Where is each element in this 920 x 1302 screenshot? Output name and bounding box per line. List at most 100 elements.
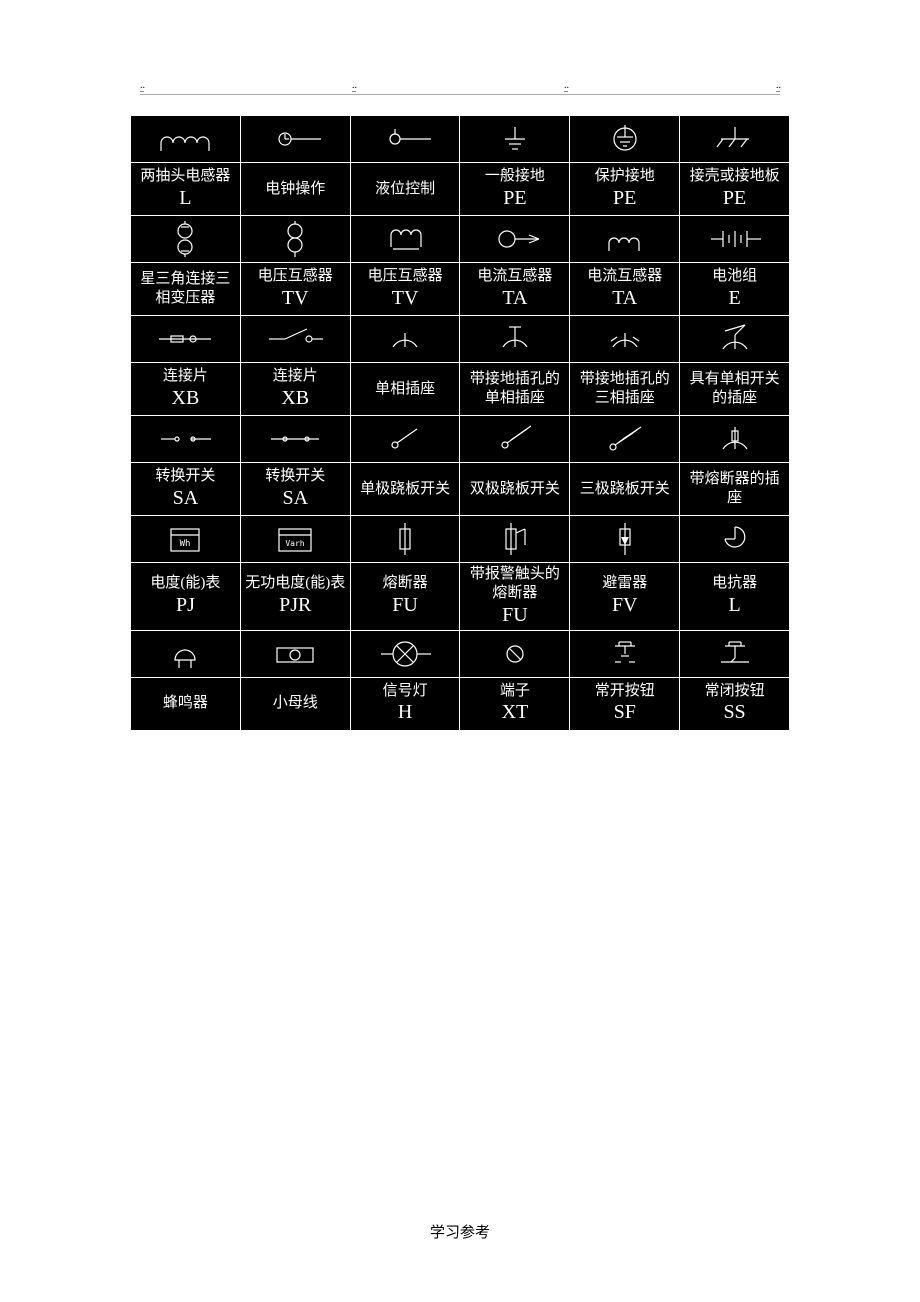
- label-text: 单相插座: [353, 380, 458, 399]
- label-cell: 电流互感器TA: [460, 263, 570, 316]
- label-cell: 无功电度(能)表PJR: [240, 563, 350, 631]
- label-text: 熔断器: [353, 574, 458, 593]
- label-cell: 保护接地PE: [570, 163, 680, 216]
- label-cell: 电抗器L: [680, 563, 790, 631]
- label-text: 连接片: [243, 367, 348, 386]
- header-rule: [140, 94, 780, 95]
- label-text: 转换开关: [133, 467, 238, 486]
- label-cell: 蜂鸣器: [131, 677, 241, 730]
- label-cell: 单极跷板开关: [350, 463, 460, 516]
- label-text: 转换开关: [243, 467, 348, 486]
- label-cell: 电流互感器TA: [570, 263, 680, 316]
- label-cell: 一般接地PE: [460, 163, 570, 216]
- label-text: 单极跷板开关: [353, 480, 458, 499]
- label-text: 常开按钮: [572, 682, 677, 701]
- label-cell: 连接片XB: [240, 363, 350, 416]
- label-cell: 端子XT: [460, 677, 570, 730]
- label-text: 电钟操作: [243, 180, 348, 199]
- footer-text: 学习参考: [0, 1221, 920, 1242]
- symbol-terminal: [460, 630, 570, 677]
- symbol-sa-close: [240, 416, 350, 463]
- label-cell: 两抽头电感器L: [131, 163, 241, 216]
- label-text: 星三角连接三相变压器: [133, 270, 238, 308]
- label-cell: 常开按钮SF: [570, 677, 680, 730]
- label-cell: 带报警触头的熔断器FU: [460, 563, 570, 631]
- label-cell: 三极跷板开关: [570, 463, 680, 516]
- label-code: TV: [243, 286, 348, 311]
- table-row: [131, 216, 790, 263]
- symbol-buzzer: [131, 630, 241, 677]
- symbol-lamp: [350, 630, 460, 677]
- label-cell: 熔断器FU: [350, 563, 460, 631]
- symbol-tumbler-3: [570, 416, 680, 463]
- label-text: 电流互感器: [462, 267, 567, 286]
- label-text: 三极跷板开关: [572, 480, 677, 499]
- symbol-vt2: [350, 216, 460, 263]
- label-text: 电度(能)表: [133, 574, 238, 593]
- label-code: E: [682, 286, 787, 311]
- label-text: 电抗器: [682, 574, 787, 593]
- label-text: 带熔断器的插座: [682, 470, 787, 508]
- label-text: 两抽头电感器: [133, 167, 238, 186]
- table-row: [131, 630, 790, 677]
- symbol-fuse-alarm: [460, 516, 570, 563]
- label-text: 蜂鸣器: [133, 694, 238, 713]
- label-code: XB: [133, 386, 238, 411]
- label-text: 双极跷板开关: [462, 480, 567, 499]
- label-code: XT: [462, 700, 567, 725]
- symbol-socket-1p-gnd: [460, 316, 570, 363]
- label-text: 一般接地: [462, 167, 567, 186]
- label-cell: 带熔断器的插座: [680, 463, 790, 516]
- label-text: 电流互感器: [572, 267, 677, 286]
- label-cell: 电压互感器TV: [350, 263, 460, 316]
- label-code: FU: [462, 603, 567, 628]
- symbol-tumbler-1: [350, 416, 460, 463]
- symbol-ground-pe: [460, 116, 570, 163]
- label-text: 电池组: [682, 267, 787, 286]
- symbol-socket-1p: [350, 316, 460, 363]
- symbol-reactor: [680, 516, 790, 563]
- symbol-table-wrap: 两抽头电感器L电钟操作液位控制一般接地PE保护接地PE接壳或接地板PE星三角连接…: [130, 115, 790, 731]
- label-code: XB: [243, 386, 348, 411]
- label-code: PE: [682, 186, 787, 211]
- label-cell: 转换开关SA: [131, 463, 241, 516]
- label-cell: 电钟操作: [240, 163, 350, 216]
- label-code: L: [133, 186, 238, 211]
- symbol-battery: [680, 216, 790, 263]
- label-text: 液位控制: [353, 180, 458, 199]
- symbol-star-delta: [131, 216, 241, 263]
- label-cell: 连接片XB: [131, 363, 241, 416]
- symbol-socket-3p-gnd: [570, 316, 680, 363]
- label-cell: 双极跷板开关: [460, 463, 570, 516]
- label-code: PJ: [133, 593, 238, 618]
- symbol-tumbler-2: [460, 416, 570, 463]
- label-text: 常闭按钮: [682, 682, 787, 701]
- label-code: SF: [572, 700, 677, 725]
- label-text: 信号灯: [353, 682, 458, 701]
- symbol-link-xb1: [131, 316, 241, 363]
- label-code: PE: [462, 186, 567, 211]
- table-row: [131, 416, 790, 463]
- label-code: PE: [572, 186, 677, 211]
- label-code: SS: [682, 700, 787, 725]
- label-cell: 具有单相开关的插座: [680, 363, 790, 416]
- label-text: 电压互感器: [243, 267, 348, 286]
- symbol-arrester: [570, 516, 680, 563]
- label-cell: 信号灯H: [350, 677, 460, 730]
- label-text: 带接地插孔的单相插座: [462, 370, 567, 408]
- label-cell: 单相插座: [350, 363, 460, 416]
- table-row: 星三角连接三相变压器电压互感器TV电压互感器TV电流互感器TA电流互感器TA电池…: [131, 263, 790, 316]
- symbol-level-ctrl: [350, 116, 460, 163]
- symbol-varh-meter: Varh: [240, 516, 350, 563]
- label-code: TA: [462, 286, 567, 311]
- table-row: [131, 316, 790, 363]
- label-code: FV: [572, 593, 677, 618]
- label-text: 避雷器: [572, 574, 677, 593]
- symbol-btn-nc: [680, 630, 790, 677]
- symbol-vt1: [240, 216, 350, 263]
- label-cell: 常闭按钮SS: [680, 677, 790, 730]
- label-text: 无功电度(能)表: [243, 574, 348, 593]
- symbol-sa-open: [131, 416, 241, 463]
- symbol-fuse: [350, 516, 460, 563]
- label-text: 带报警触头的熔断器: [462, 565, 567, 603]
